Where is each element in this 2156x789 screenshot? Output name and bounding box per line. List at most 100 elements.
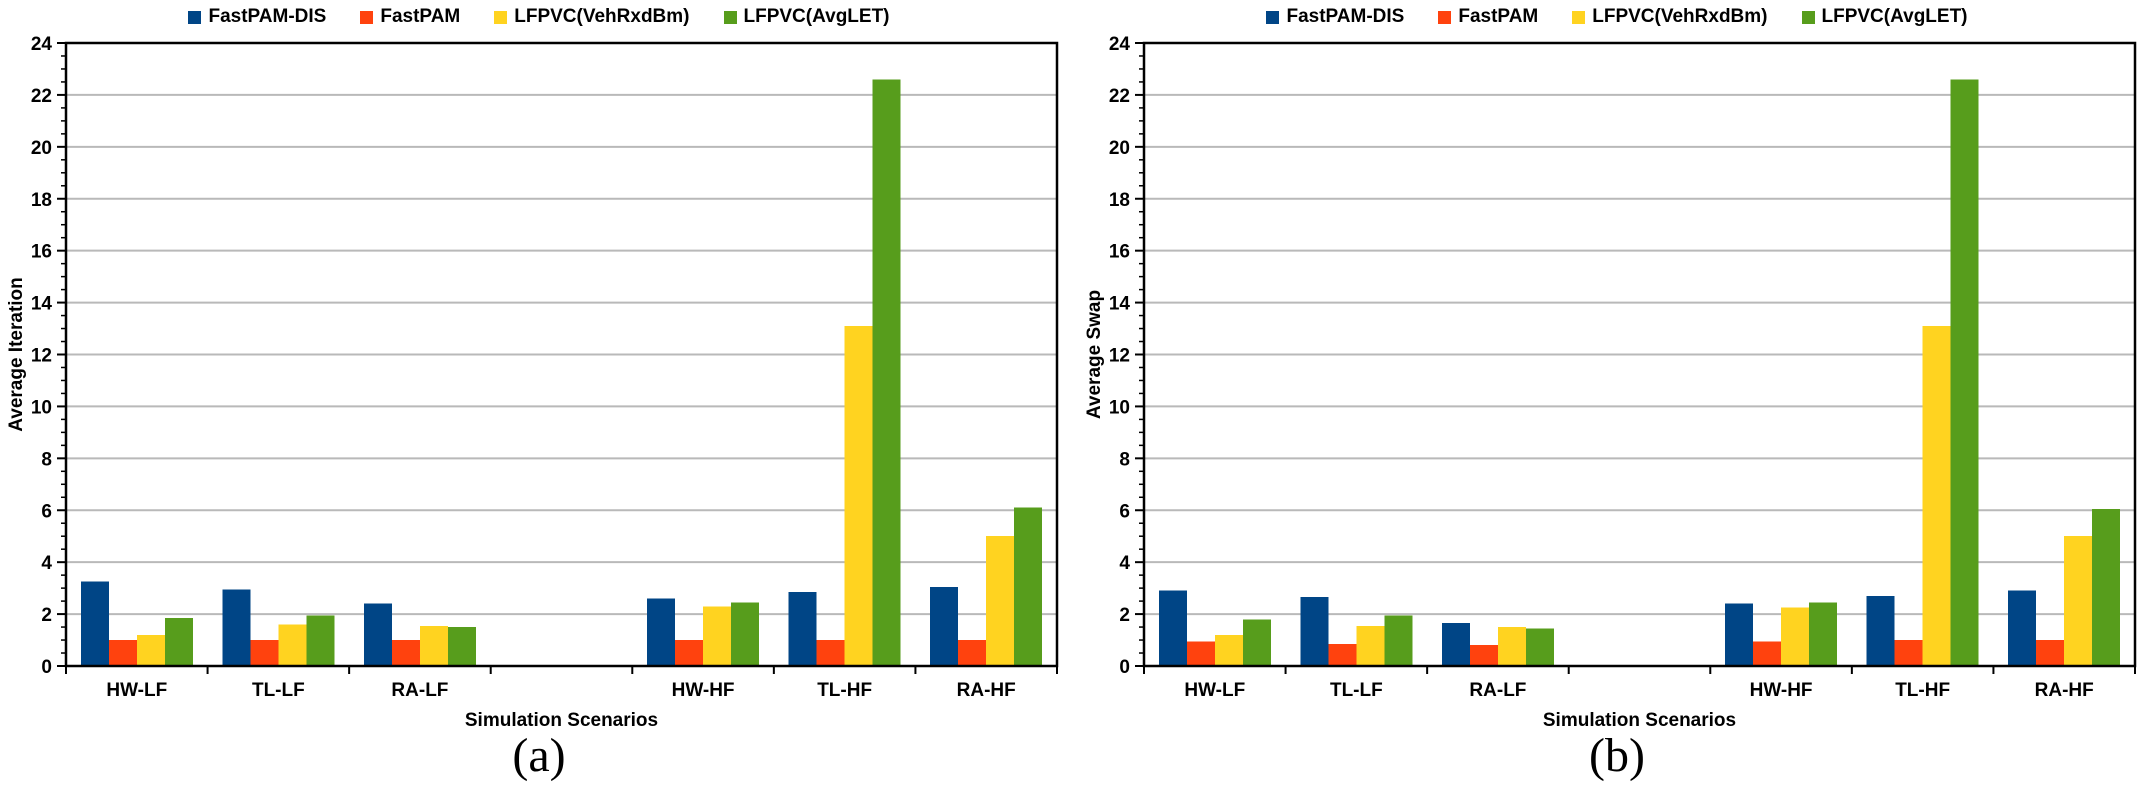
x-axis-title: Simulation Scenarios <box>465 710 658 730</box>
bar-fastpam-tl-lf <box>1328 643 1357 666</box>
bar-fastpam-dis-hw-lf <box>80 581 109 666</box>
bar-lfpvc-vehrxdbm-hw-hf <box>703 606 732 666</box>
x-category-label-hw-lf: HW-LF <box>1184 680 1245 701</box>
y-tick-label-22: 22 <box>31 86 52 107</box>
bar-fastpam-dis-ra-hf <box>930 586 959 666</box>
bar-fastpam-tl-hf <box>1894 640 1923 666</box>
bar-fastpam-dis-hw-lf <box>1158 590 1187 666</box>
legend-swatch-lfpvc-avglet <box>1801 10 1815 24</box>
bar-fastpam-tl-lf <box>250 640 279 666</box>
legend-a: FastPAM-DIS FastPAM LFPVC(VehRxdBm) LFPVC(A… <box>0 0 1078 30</box>
legend-item-fastpam-dis: FastPAM-DIS <box>188 6 326 28</box>
y-tick-label-8: 8 <box>1119 449 1130 470</box>
bar-lfpvc-avglet-tl-hf <box>872 79 901 666</box>
bar-lfpvc-vehrxdbm-tl-hf <box>1922 325 1951 666</box>
bar-lfpvc-vehrxdbm-tl-lf <box>278 624 307 666</box>
bar-lfpvc-vehrxdbm-ra-lf <box>1497 627 1526 666</box>
bar-fastpam-ra-lf <box>391 640 420 666</box>
y-tick-label-6: 6 <box>1119 501 1130 522</box>
y-tick-label-16: 16 <box>31 242 52 263</box>
bar-lfpvc-avglet-tl-lf <box>1384 615 1413 666</box>
y-tick-label-2: 2 <box>1119 605 1130 626</box>
bar-fastpam-ra-hf <box>2036 640 2065 666</box>
bar-lfpvc-vehrxdbm-hw-hf <box>1781 607 1810 666</box>
panel-a: FastPAM-DIS FastPAM LFPVC(VehRxdBm) LFPVC(A… <box>0 0 1078 782</box>
bar-lfpvc-vehrxdbm-tl-hf <box>844 325 873 666</box>
bar-fastpam-ra-lf <box>1469 645 1498 666</box>
bar-lfpvc-avglet-hw-lf <box>1242 619 1271 666</box>
bar-lfpvc-vehrxdbm-ra-hf <box>2064 536 2093 666</box>
y-tick-label-20: 20 <box>31 138 52 159</box>
bar-fastpam-hw-lf <box>1186 641 1215 666</box>
y-tick-label-10: 10 <box>1109 397 1130 418</box>
legend-swatch-fastpam <box>360 10 374 24</box>
x-category-label-tl-lf: TL-LF <box>252 680 305 701</box>
bar-fastpam-ra-hf <box>958 640 987 666</box>
x-category-label-tl-lf: TL-LF <box>1330 680 1383 701</box>
y-tick-label-20: 20 <box>1109 138 1130 159</box>
bar-fastpam-dis-hw-hf <box>647 598 676 666</box>
legend-label-fastpam: FastPAM <box>1458 6 1539 27</box>
caption-b: (b) <box>1589 729 1645 782</box>
x-category-label-tl-hf: TL-HF <box>817 680 872 701</box>
legend-swatch-lfpvc-vehrxdbm <box>1572 10 1586 24</box>
y-tick-label-16: 16 <box>1109 242 1130 263</box>
x-axis-title: Simulation Scenarios <box>1543 710 1736 730</box>
bar-fastpam-dis-hw-hf <box>1725 603 1754 666</box>
legend-item-fastpam: FastPAM <box>360 6 460 28</box>
legend-item-lfpvc-avglet: LFPVC(AvgLET) <box>1801 6 1968 28</box>
legend-swatch-lfpvc-avglet <box>723 10 737 24</box>
y-tick-label-0: 0 <box>41 657 52 678</box>
y-tick-label-18: 18 <box>1109 190 1130 211</box>
x-category-label-tl-hf: TL-HF <box>1895 680 1950 701</box>
bar-lfpvc-vehrxdbm-hw-lf <box>1214 634 1243 666</box>
bar-lfpvc-vehrxdbm-hw-lf <box>136 634 165 666</box>
y-tick-label-4: 4 <box>1119 553 1130 574</box>
legend-label-lfpvc-vehrxdbm: LFPVC(VehRxdBm) <box>514 6 690 27</box>
y-axis-title: Average Swap <box>1084 290 1105 419</box>
bar-lfpvc-vehrxdbm-tl-lf <box>1356 625 1385 666</box>
legend-label-fastpam-dis: FastPAM-DIS <box>208 6 327 27</box>
y-tick-label-24: 24 <box>1109 34 1131 55</box>
bar-fastpam-hw-hf <box>1753 641 1782 666</box>
panel-b: FastPAM-DIS FastPAM LFPVC(VehRxdBm) LFPVC(A… <box>1078 0 2156 789</box>
bar-fastpam-tl-hf <box>816 640 845 666</box>
x-category-label-hw-lf: HW-LF <box>106 680 167 701</box>
bar-lfpvc-avglet-ra-hf <box>1014 507 1043 666</box>
legend-label-fastpam: FastPAM <box>380 6 461 27</box>
legend-b: FastPAM-DIS FastPAM LFPVC(VehRxdBm) LFPVC(A… <box>1078 0 2156 30</box>
legend-label-fastpam-dis: FastPAM-DIS <box>1286 6 1405 27</box>
bar-lfpvc-avglet-ra-hf <box>2092 508 2121 666</box>
legend-item-lfpvc-vehrxdbm: LFPVC(VehRxdBm) <box>1572 6 1768 28</box>
bar-fastpam-dis-tl-lf <box>1300 597 1329 666</box>
legend-item-lfpvc-vehrxdbm: LFPVC(VehRxdBm) <box>494 6 690 28</box>
legend-item-fastpam: FastPAM <box>1438 6 1538 28</box>
x-category-label-hw-hf: HW-HF <box>672 680 735 701</box>
legend-item-lfpvc-avglet: LFPVC(AvgLET) <box>723 6 890 28</box>
bar-fastpam-hw-hf <box>675 640 704 666</box>
bar-lfpvc-avglet-tl-hf <box>1950 79 1979 666</box>
legend-swatch-fastpam-dis <box>1266 10 1280 24</box>
bar-lfpvc-avglet-hw-lf <box>164 617 193 666</box>
y-tick-label-2: 2 <box>41 605 52 626</box>
legend-item-fastpam-dis: FastPAM-DIS <box>1266 6 1404 28</box>
y-tick-label-24: 24 <box>31 34 53 55</box>
y-tick-label-10: 10 <box>31 397 52 418</box>
y-tick-label-18: 18 <box>31 190 52 211</box>
x-category-label-ra-hf: RA-HF <box>957 680 1016 701</box>
legend-swatch-lfpvc-vehrxdbm <box>494 10 508 24</box>
bar-fastpam-dis-ra-hf <box>2008 590 2037 666</box>
y-tick-label-22: 22 <box>1109 86 1130 107</box>
bar-lfpvc-avglet-hw-hf <box>1809 602 1838 666</box>
bar-lfpvc-avglet-ra-lf <box>447 627 476 666</box>
legend-label-lfpvc-avglet: LFPVC(AvgLET) <box>743 6 890 27</box>
y-axis-title: Average Iteration <box>6 277 27 432</box>
legend-swatch-fastpam <box>1438 10 1452 24</box>
bar-fastpam-dis-ra-lf <box>363 603 392 666</box>
x-category-label-ra-lf: RA-LF <box>1469 680 1526 701</box>
bar-fastpam-dis-tl-hf <box>788 592 817 666</box>
y-tick-label-14: 14 <box>31 294 53 315</box>
bar-fastpam-dis-tl-lf <box>222 589 251 666</box>
